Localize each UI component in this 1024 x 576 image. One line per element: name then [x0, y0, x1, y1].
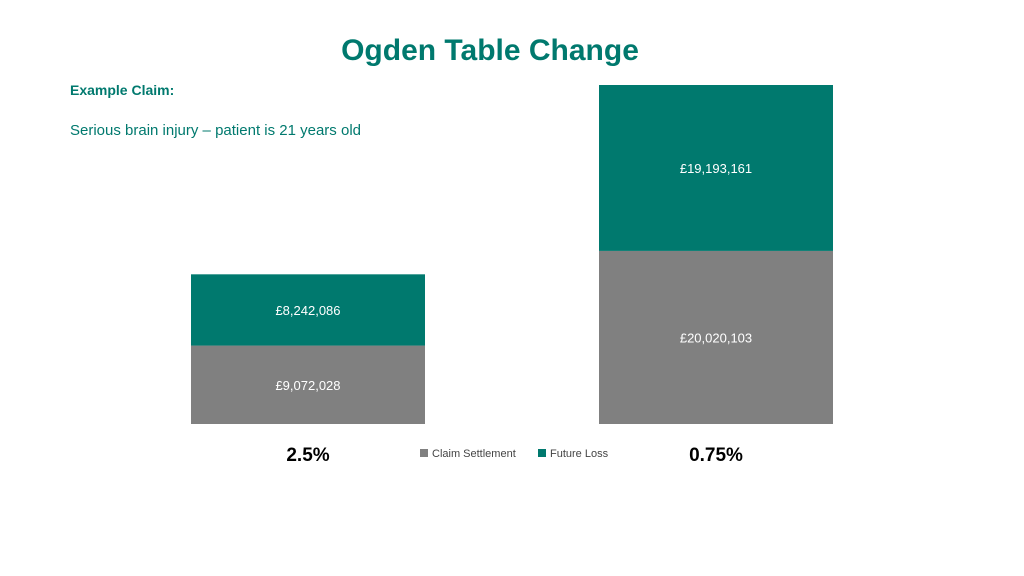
legend-label-claim-settlement: Claim Settlement — [432, 448, 516, 460]
category-label-2: 0.75% — [689, 445, 743, 466]
example-claim-description: Serious brain injury – patient is 21 yea… — [70, 122, 361, 139]
legend-label-future-loss: Future Loss — [550, 448, 609, 460]
legend-swatch-claim-settlement — [420, 449, 428, 457]
legend-swatch-future-loss — [538, 449, 546, 457]
data-label-future-loss-1: £8,242,086 — [275, 303, 340, 318]
category-label-1: 2.5% — [286, 445, 329, 466]
data-label-claim-settlement-2: £20,020,103 — [680, 330, 752, 345]
page-title: Ogden Table Change — [341, 34, 639, 67]
bar-claim-settlement-1 — [191, 345, 425, 424]
bar-future-loss-1 — [191, 274, 425, 346]
bar-future-loss-2 — [599, 85, 833, 251]
example-claim-heading: Example Claim: — [70, 82, 175, 98]
bar-claim-settlement-2 — [599, 250, 833, 424]
data-label-claim-settlement-1: £9,072,028 — [275, 378, 340, 393]
data-label-future-loss-2: £19,193,161 — [680, 161, 752, 176]
